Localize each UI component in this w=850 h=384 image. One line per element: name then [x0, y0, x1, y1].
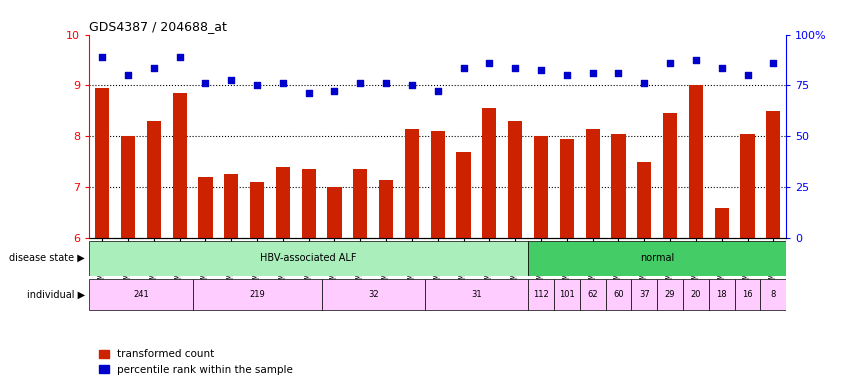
Point [250, 83, 264, 89]
Bar [611, 134, 626, 238]
Bar [638, 162, 651, 238]
Text: 62: 62 [587, 290, 598, 299]
Point [379, 80, 393, 86]
Point [483, 60, 496, 66]
Bar [405, 129, 419, 238]
Bar [89, 241, 528, 276]
Bar [586, 129, 600, 238]
Bar [605, 279, 632, 310]
Text: 31: 31 [471, 290, 482, 299]
Text: 16: 16 [742, 290, 753, 299]
Bar [534, 136, 548, 238]
Point [663, 60, 677, 66]
Bar [683, 279, 709, 310]
Point [586, 70, 599, 76]
Bar [173, 93, 187, 238]
Text: 37: 37 [639, 290, 649, 299]
Point [95, 55, 109, 61]
Text: HBV-associated ALF: HBV-associated ALF [260, 253, 357, 263]
Bar [354, 169, 367, 238]
Point [147, 65, 161, 71]
Point [302, 90, 315, 96]
Point [224, 77, 238, 83]
Bar [580, 279, 605, 310]
Point [534, 67, 547, 73]
Point [612, 70, 626, 76]
Bar [327, 187, 342, 238]
Bar [456, 152, 471, 238]
Point [715, 65, 728, 71]
Point [354, 80, 367, 86]
Point [689, 57, 703, 63]
Bar [559, 139, 574, 238]
Bar [192, 279, 321, 310]
Text: 29: 29 [665, 290, 676, 299]
Bar [508, 121, 522, 238]
Bar [425, 279, 528, 310]
Text: 8: 8 [771, 290, 776, 299]
Point [456, 65, 470, 71]
Text: 20: 20 [691, 290, 701, 299]
Point [199, 80, 212, 86]
Bar [657, 279, 683, 310]
Bar [198, 177, 212, 238]
Bar [632, 279, 657, 310]
Text: 18: 18 [717, 290, 727, 299]
Bar [431, 131, 445, 238]
Bar [121, 136, 135, 238]
Point [328, 88, 342, 94]
Point [173, 55, 186, 61]
Text: individual ▶: individual ▶ [27, 290, 85, 300]
Point [508, 65, 522, 71]
Point [638, 80, 651, 86]
Bar [766, 111, 780, 238]
Bar [379, 180, 394, 238]
Bar [709, 279, 734, 310]
Bar [715, 208, 728, 238]
Bar [302, 169, 315, 238]
Text: 32: 32 [368, 290, 378, 299]
Bar [663, 113, 677, 238]
Legend: transformed count, percentile rank within the sample: transformed count, percentile rank withi… [94, 345, 298, 379]
Point [122, 72, 135, 78]
Bar [482, 108, 496, 238]
Bar [734, 279, 761, 310]
Text: GDS4387 / 204688_at: GDS4387 / 204688_at [89, 20, 227, 33]
Point [560, 72, 574, 78]
Bar [528, 241, 786, 276]
Text: 219: 219 [249, 290, 265, 299]
Text: 101: 101 [559, 290, 575, 299]
Bar [275, 167, 290, 238]
Point [276, 80, 290, 86]
Bar [147, 121, 161, 238]
Point [740, 72, 754, 78]
Point [767, 60, 780, 66]
Bar [321, 279, 425, 310]
Bar [224, 174, 238, 238]
Bar [761, 279, 786, 310]
Bar [89, 279, 192, 310]
Bar [95, 88, 110, 238]
Text: normal: normal [640, 253, 674, 263]
Bar [554, 279, 580, 310]
Point [405, 83, 419, 89]
Point [431, 88, 445, 94]
Text: 241: 241 [133, 290, 149, 299]
Bar [250, 182, 264, 238]
Text: disease state ▶: disease state ▶ [9, 253, 85, 263]
Bar [528, 279, 554, 310]
Bar [688, 86, 703, 238]
Text: 112: 112 [533, 290, 549, 299]
Text: 60: 60 [613, 290, 624, 299]
Bar [740, 134, 755, 238]
